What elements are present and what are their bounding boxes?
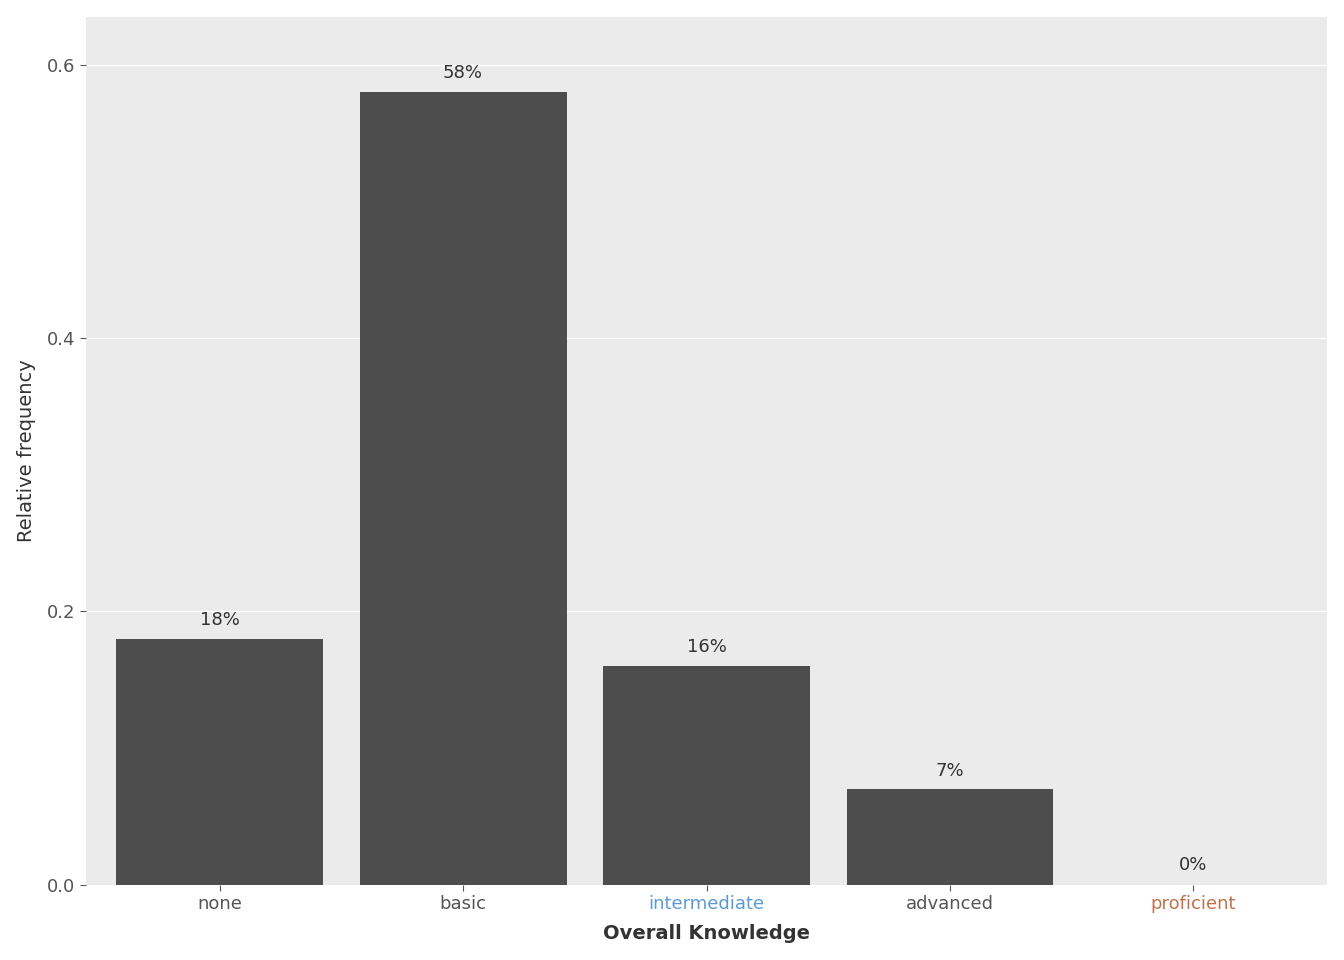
Text: 18%: 18%: [200, 612, 239, 629]
Bar: [116, 638, 323, 885]
Text: 0%: 0%: [1179, 856, 1208, 874]
Bar: [847, 789, 1054, 885]
Text: 16%: 16%: [687, 638, 727, 657]
Text: 58%: 58%: [444, 64, 482, 83]
Y-axis label: Relative frequency: Relative frequency: [16, 359, 36, 542]
X-axis label: Overall Knowledge: Overall Knowledge: [603, 924, 810, 944]
Bar: [603, 666, 810, 885]
Text: 7%: 7%: [935, 761, 964, 780]
Bar: [360, 92, 567, 885]
